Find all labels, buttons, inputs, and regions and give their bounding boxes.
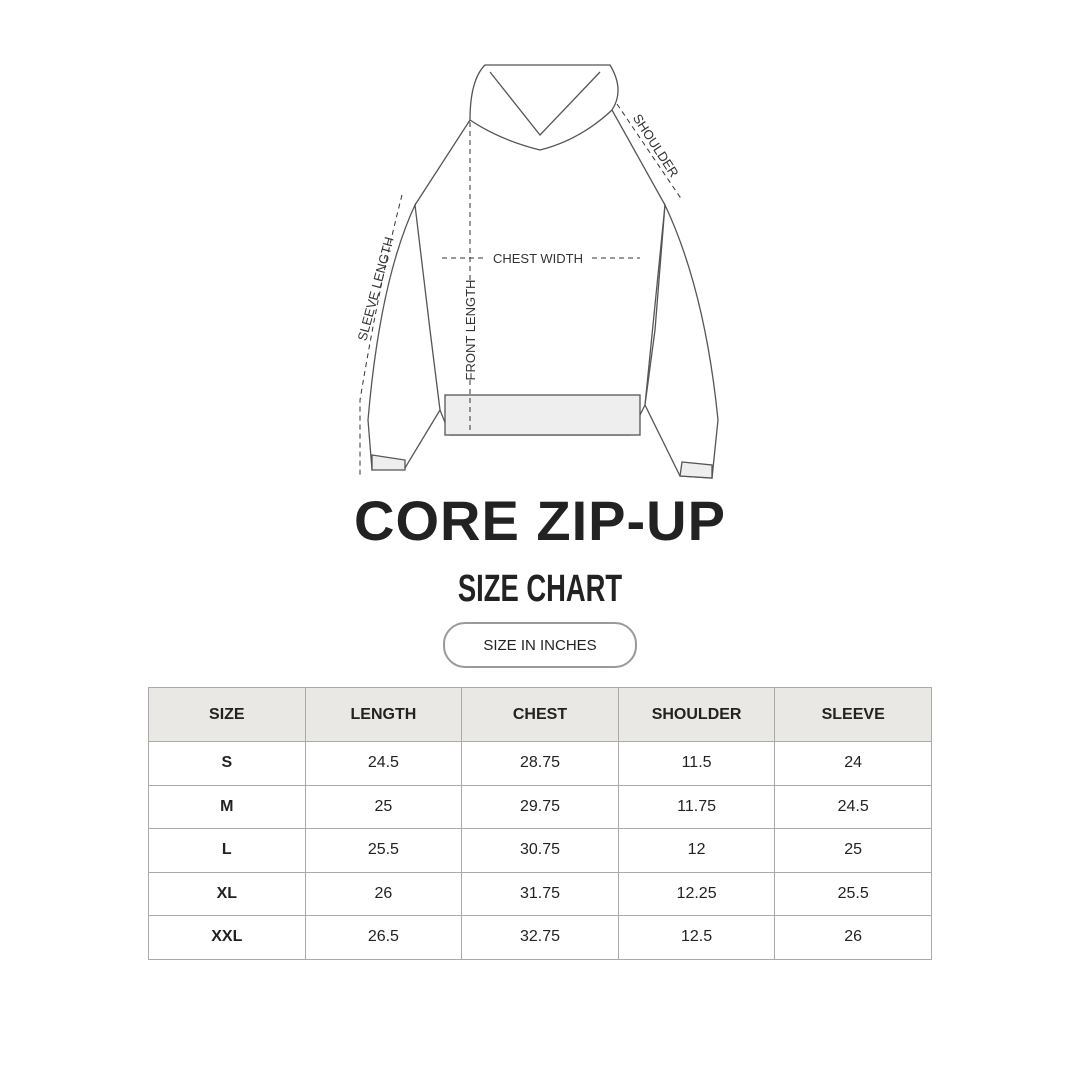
hoodie-hem (444, 394, 641, 436)
cell-shoulder: 11.75 (617, 784, 776, 829)
header-chest: CHEST (461, 687, 619, 742)
cell-length: 24.5 (304, 741, 463, 786)
front-length-label: FRONT LENGTH (463, 280, 478, 381)
table-row: XXL 26.5 32.75 12.5 26 (148, 915, 932, 960)
cell-chest: 28.75 (461, 741, 619, 786)
header-sleeve: SLEEVE (774, 687, 932, 742)
cell-shoulder: 11.5 (617, 741, 776, 786)
cell-sleeve: 24.5 (774, 784, 932, 829)
cell-sleeve: 26 (774, 915, 932, 960)
table-row: L 25.5 30.75 12 25 (148, 828, 932, 873)
cell-shoulder: 12.5 (617, 915, 776, 960)
size-table: SIZE LENGTH CHEST SHOULDER SLEEVE S 24.5 2… (148, 687, 932, 960)
header-size: SIZE (148, 687, 306, 742)
cell-size: XXL (148, 915, 306, 960)
hoodie-diagram: CHEST WIDTH FRONT LENGTH SLEEVE LENGTH S… (355, 64, 719, 479)
cell-length: 26 (304, 871, 463, 916)
cell-chest: 30.75 (461, 828, 619, 873)
hoodie-body (409, 109, 666, 436)
header-length: LENGTH (304, 687, 463, 742)
cell-chest: 31.75 (461, 871, 619, 916)
cell-chest: 32.75 (461, 915, 619, 960)
cell-size: L (148, 828, 306, 873)
cell-shoulder: 12.25 (617, 871, 776, 916)
table-header-row: SIZE LENGTH CHEST SHOULDER SLEEVE (148, 687, 932, 742)
hoodie-hood (469, 64, 619, 151)
cell-size: S (148, 741, 306, 786)
table-row: M 25 29.75 11.75 24.5 (148, 784, 932, 829)
header-shoulder: SHOULDER (617, 687, 776, 742)
cell-shoulder: 12 (617, 828, 776, 873)
cell-length: 26.5 (304, 915, 463, 960)
cell-size: XL (148, 871, 306, 916)
chest-width-label: CHEST WIDTH (493, 251, 583, 266)
cell-sleeve: 24 (774, 741, 932, 786)
cell-sleeve: 25.5 (774, 871, 932, 916)
table-row: XL 26 31.75 12.25 25.5 (148, 871, 932, 916)
cell-chest: 29.75 (461, 784, 619, 829)
cell-sleeve: 25 (774, 828, 932, 873)
size-chart-heading: SIZE CHART (457, 568, 623, 610)
cell-size: M (148, 784, 306, 829)
cell-length: 25 (304, 784, 463, 829)
unit-badge: SIZE IN INCHES (443, 622, 637, 668)
product-title: CORE ZIP-UP (354, 489, 726, 552)
table-row: S 24.5 28.75 11.5 24 (148, 741, 932, 786)
cell-length: 25.5 (304, 828, 463, 873)
